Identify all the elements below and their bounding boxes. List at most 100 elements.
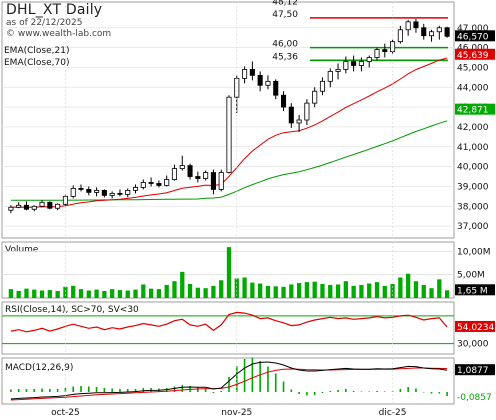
volume-bar bbox=[94, 289, 99, 298]
volume-bar bbox=[133, 289, 138, 298]
price-tick-label: 39,000 bbox=[457, 182, 489, 192]
candle-body bbox=[428, 31, 435, 37]
ema70-legend: EMA(Close,70) bbox=[4, 58, 70, 68]
macd-last-tag-bg bbox=[455, 364, 495, 376]
volume-last-tag: 1,65 M bbox=[457, 286, 488, 296]
candle-body bbox=[62, 195, 68, 205]
macd-hist-bar bbox=[25, 389, 28, 392]
volume-bar bbox=[39, 290, 45, 298]
macd-hist-bar bbox=[134, 389, 137, 392]
candle-body bbox=[335, 69, 341, 72]
candle-body bbox=[413, 21, 419, 29]
rsi-tick-label: 30,000 bbox=[457, 340, 489, 350]
candle-body bbox=[280, 94, 287, 108]
macd-hist-bar bbox=[368, 391, 371, 392]
macd-hist-bar bbox=[422, 392, 425, 393]
volume-bar bbox=[289, 284, 294, 298]
candle-body bbox=[351, 61, 357, 66]
last-close-tag: 46,570 bbox=[457, 32, 489, 42]
level-label: 48,12 bbox=[272, 0, 298, 8]
macd-hist-bar bbox=[360, 391, 363, 392]
volume-bar bbox=[110, 289, 115, 298]
candle-body bbox=[382, 49, 388, 52]
macd-hist-bar bbox=[259, 361, 261, 392]
volume-bar bbox=[367, 283, 372, 298]
candle-body bbox=[242, 69, 248, 79]
candle-body bbox=[203, 172, 209, 179]
volume-bar bbox=[156, 289, 162, 298]
macd-hist-bar bbox=[212, 392, 215, 393]
candle-body bbox=[366, 57, 372, 62]
candle-body bbox=[117, 192, 123, 195]
candle-body bbox=[179, 165, 185, 169]
volume-bar bbox=[398, 277, 403, 298]
price-tick-label: 42,000 bbox=[457, 123, 489, 133]
volume-bar bbox=[47, 290, 52, 298]
macd-hist-bar bbox=[407, 387, 409, 392]
rsi-label: RSI(Close,14), SC>70, SV<30 bbox=[5, 305, 139, 315]
macd-hist-bar bbox=[313, 392, 316, 395]
price-tick-label: 40,000 bbox=[457, 163, 489, 173]
volume-bar bbox=[296, 283, 302, 298]
candle-body bbox=[23, 204, 30, 210]
volume-bar bbox=[312, 281, 317, 298]
level-label: 47,50 bbox=[272, 10, 298, 20]
candle-body bbox=[304, 102, 310, 121]
macd-hist-bar bbox=[87, 386, 90, 392]
macd-hist-bar bbox=[282, 381, 285, 392]
macd-hist-bar bbox=[337, 390, 339, 392]
macd-hist-bar bbox=[17, 389, 20, 392]
candle-body bbox=[312, 90, 318, 104]
candle-body bbox=[187, 165, 193, 177]
price-tick-label: 46,000 bbox=[457, 44, 489, 54]
volume-bar bbox=[78, 289, 84, 298]
macd-hist-bar bbox=[80, 386, 82, 392]
candle-body bbox=[125, 190, 131, 195]
macd-hist-bar bbox=[204, 388, 207, 392]
macd-hist-bar bbox=[267, 366, 269, 392]
volume-bar bbox=[180, 271, 185, 298]
volume-bar bbox=[226, 247, 232, 298]
volume-bar bbox=[374, 282, 380, 298]
candle-body bbox=[210, 172, 216, 190]
ema21-value-tag: 45,639 bbox=[457, 51, 489, 61]
ema70-value-tag: 42,871 bbox=[457, 106, 489, 116]
volume-bar bbox=[335, 284, 341, 298]
macd-hist-bar bbox=[446, 392, 448, 396]
macd-line bbox=[10, 361, 448, 400]
volume-bar bbox=[117, 290, 123, 298]
price-tick-label: 44,000 bbox=[457, 83, 489, 93]
candle-body bbox=[405, 21, 411, 31]
macd-hist-bar bbox=[142, 388, 145, 392]
volume-bar bbox=[234, 278, 239, 298]
ema21-line bbox=[10, 57, 448, 208]
macd-hist-bar bbox=[173, 386, 176, 392]
candle-body bbox=[55, 203, 61, 209]
price-tick-label: 45,000 bbox=[457, 63, 489, 73]
volume-bar bbox=[351, 285, 356, 298]
candle-body bbox=[8, 206, 14, 211]
candle-body bbox=[16, 204, 22, 208]
volume-bar bbox=[55, 291, 60, 298]
macd-hist-bar bbox=[56, 389, 59, 392]
macd-hist-bar bbox=[430, 392, 433, 394]
volume-label: Volume bbox=[5, 245, 39, 255]
macd-hist-bar bbox=[290, 389, 293, 392]
price-tick-label: 38,000 bbox=[457, 202, 489, 212]
macd-hist-bar bbox=[126, 389, 129, 392]
volume-tick-label: 10,00M bbox=[457, 247, 491, 257]
price-tick-label: 37,000 bbox=[457, 222, 489, 232]
volume-bar bbox=[203, 288, 208, 298]
volume-bar bbox=[258, 283, 263, 298]
macd-hist-bar bbox=[306, 392, 308, 396]
candle-body bbox=[288, 106, 294, 124]
chart-title: DHL_XT Daily bbox=[6, 2, 103, 18]
volume-bar bbox=[421, 284, 426, 298]
candle-body bbox=[265, 80, 271, 86]
macd-hist-bar bbox=[383, 391, 386, 392]
volume-bar bbox=[359, 284, 364, 298]
volume-bar bbox=[164, 284, 169, 298]
macd-label: MACD(12,26,9) bbox=[5, 363, 73, 373]
volume-bar bbox=[8, 289, 14, 298]
